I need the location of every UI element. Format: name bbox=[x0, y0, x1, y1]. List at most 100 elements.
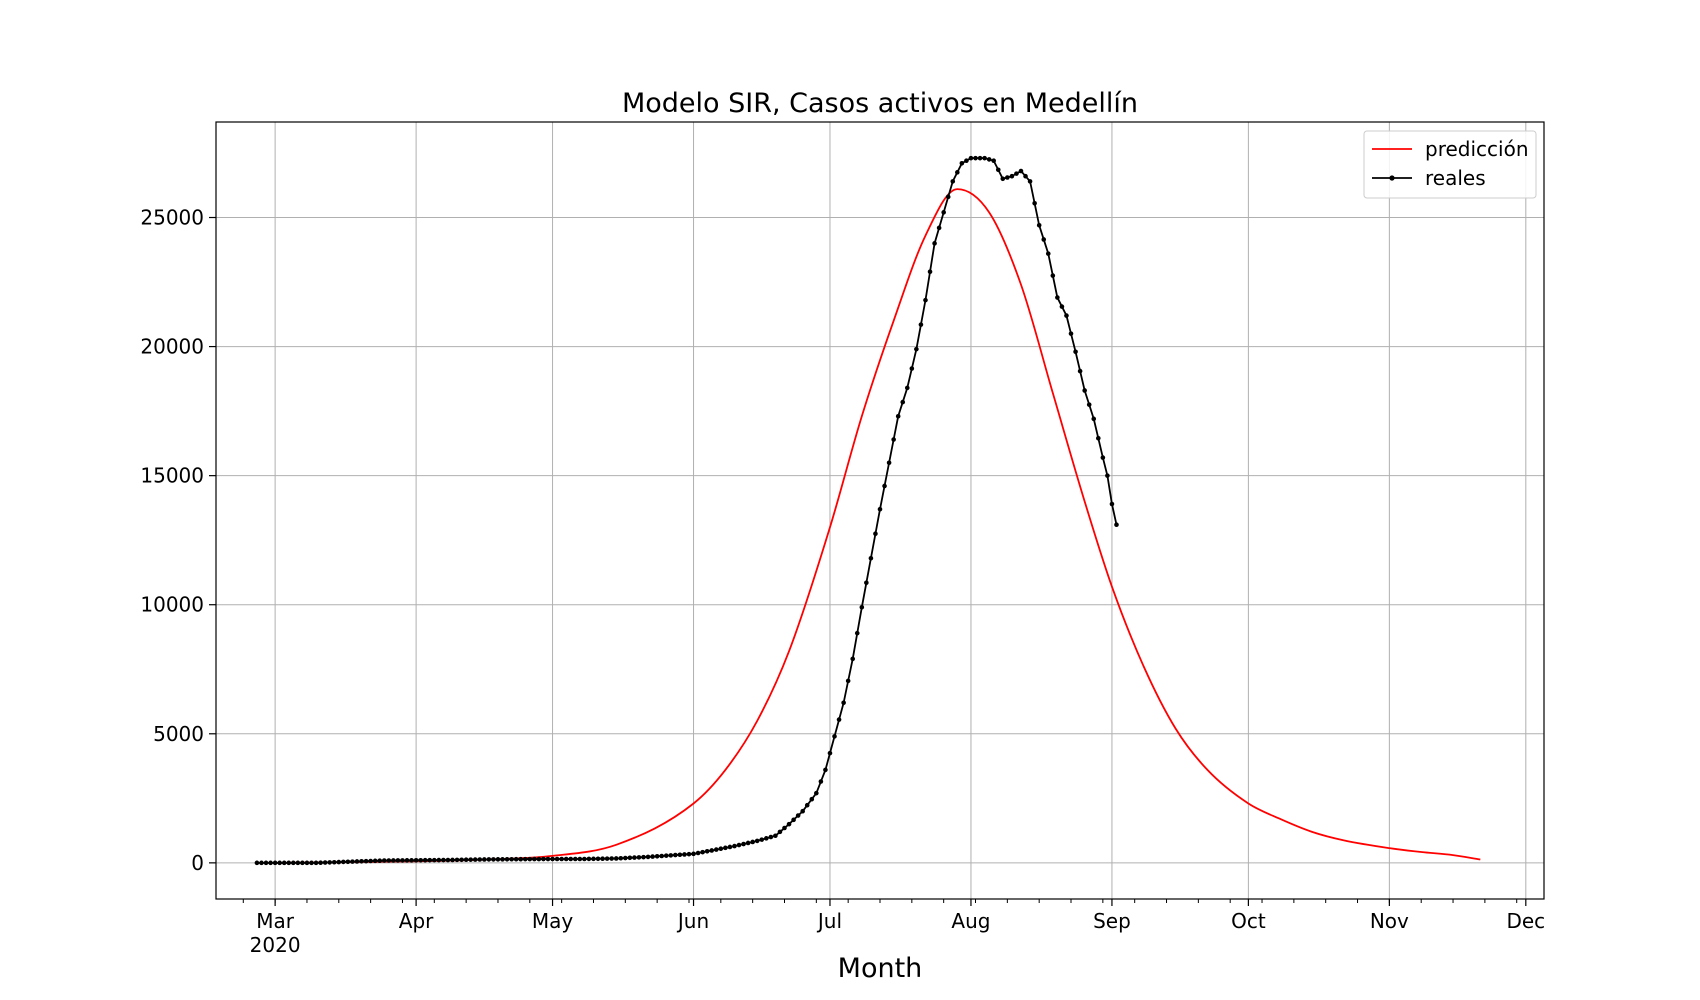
x-axis-label: Month bbox=[838, 953, 923, 984]
series-reales-point bbox=[568, 856, 574, 862]
series-reales-point bbox=[877, 506, 883, 512]
x-tick-label: Aug bbox=[951, 909, 990, 933]
series-reales-point bbox=[386, 858, 392, 863]
series-reales-point bbox=[941, 210, 946, 215]
series-reales-point bbox=[732, 843, 737, 849]
series-reales-point bbox=[727, 844, 733, 850]
series-reales-point bbox=[468, 857, 473, 862]
series-reales-point bbox=[277, 860, 282, 866]
series-reales-point bbox=[686, 851, 692, 857]
series-reales-point bbox=[336, 859, 342, 865]
series-reales-point bbox=[654, 854, 660, 859]
series-reales-point bbox=[673, 852, 678, 858]
legend-box bbox=[1363, 130, 1537, 199]
series-reales-point bbox=[595, 856, 601, 862]
series-reales-point bbox=[554, 856, 560, 862]
x-tick-label: Jul bbox=[816, 909, 842, 933]
series-reales-point bbox=[818, 779, 824, 784]
series-reales-point bbox=[454, 857, 460, 863]
series-reales-point bbox=[914, 346, 919, 352]
series-reales-point bbox=[395, 858, 401, 863]
series-reales-point bbox=[281, 860, 287, 866]
series-reales-point bbox=[868, 555, 874, 561]
series-reales-point bbox=[345, 859, 351, 865]
plot-area bbox=[254, 155, 1481, 866]
series-reales-point bbox=[463, 857, 469, 863]
chart-title: Modelo SIR, Casos activos en Medellín bbox=[622, 88, 1138, 119]
series-reales-point bbox=[764, 836, 769, 841]
x-tick-label: Mar bbox=[256, 909, 295, 933]
series-reales-point bbox=[827, 750, 833, 756]
series-reales-point bbox=[300, 860, 305, 866]
series-reales-point bbox=[695, 850, 701, 856]
series-reales-point bbox=[381, 858, 387, 863]
series-reales-point bbox=[286, 860, 292, 866]
series-reales-point bbox=[795, 813, 801, 818]
x-tick-label: Apr bbox=[399, 909, 434, 933]
series-reales-point bbox=[341, 859, 346, 865]
series-reales-point bbox=[832, 734, 837, 739]
series-reales-point bbox=[377, 858, 383, 863]
series-reales-point bbox=[682, 852, 687, 857]
x-tick-label: Nov bbox=[1370, 909, 1409, 933]
series-reales-point bbox=[477, 857, 483, 862]
series-reales-point bbox=[809, 796, 815, 802]
series-reales-point bbox=[604, 856, 610, 861]
x-tick-label: Jun bbox=[676, 909, 709, 933]
series-reales-point bbox=[723, 845, 728, 851]
series-reales-point bbox=[618, 855, 624, 861]
x-tick-label: May bbox=[532, 909, 574, 933]
series-reales-point bbox=[627, 855, 633, 861]
series-reales-point bbox=[745, 840, 751, 846]
series-reales-point bbox=[1068, 331, 1074, 336]
series-reales-point bbox=[709, 848, 715, 853]
series-reales-point bbox=[891, 437, 896, 442]
series-reales-point bbox=[1073, 349, 1078, 355]
series-reales-point bbox=[359, 859, 364, 864]
series-reales-point bbox=[1096, 435, 1101, 441]
series-reales-point bbox=[636, 855, 642, 860]
series-reales-point bbox=[559, 856, 564, 862]
series-reales-point bbox=[422, 857, 428, 863]
series-reales-point bbox=[482, 857, 487, 862]
series-reales-point bbox=[632, 855, 637, 860]
series-reales-point bbox=[704, 849, 710, 854]
series-reales-point bbox=[995, 167, 1001, 173]
series-reales-point bbox=[1014, 171, 1019, 176]
series-reales-point bbox=[613, 856, 619, 861]
series-reales-point bbox=[304, 860, 310, 866]
series-reales-point bbox=[486, 857, 492, 862]
series-reales-point bbox=[936, 225, 942, 231]
series-reales-point bbox=[327, 860, 333, 865]
series-reales-point bbox=[814, 790, 819, 796]
series-reales-point bbox=[372, 858, 378, 864]
series-reales-point bbox=[550, 856, 555, 862]
series-reales-point bbox=[700, 849, 705, 855]
series-reales-point bbox=[800, 808, 805, 814]
series-reales-point bbox=[441, 857, 446, 863]
series-reales-point bbox=[259, 860, 264, 866]
series-reales-point bbox=[754, 838, 760, 844]
series-reales-point bbox=[1036, 222, 1042, 228]
series-reales-point bbox=[527, 856, 533, 862]
legend-label: predicción bbox=[1425, 137, 1529, 161]
series-reales-point bbox=[391, 858, 396, 863]
grid bbox=[216, 122, 1544, 899]
series-reales-point bbox=[331, 859, 337, 865]
series-reales-point bbox=[368, 858, 373, 864]
series-reales-point bbox=[1005, 175, 1010, 180]
series-reales-point bbox=[650, 854, 655, 859]
series-reales-point bbox=[850, 656, 856, 662]
series-reales-point bbox=[955, 170, 960, 175]
series-reales-point bbox=[513, 856, 519, 862]
series-reales-point bbox=[536, 856, 542, 862]
series-reales-point bbox=[836, 717, 842, 722]
series-reales-point bbox=[541, 856, 546, 862]
x-tick-label: Dec bbox=[1506, 909, 1545, 933]
series-reales-point bbox=[932, 241, 937, 246]
series-reales-point bbox=[1000, 176, 1006, 182]
series-reales-point bbox=[759, 837, 765, 842]
series-reales-point bbox=[1045, 251, 1051, 256]
